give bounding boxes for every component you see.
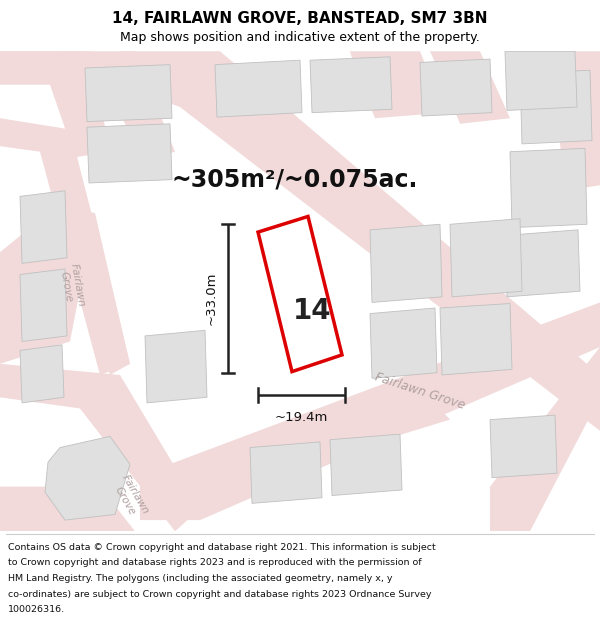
- Polygon shape: [20, 191, 67, 263]
- Polygon shape: [40, 208, 130, 375]
- Text: ~305m²/~0.075ac.: ~305m²/~0.075ac.: [172, 168, 418, 192]
- Polygon shape: [510, 148, 587, 228]
- Polygon shape: [215, 60, 302, 117]
- Polygon shape: [490, 347, 600, 531]
- Polygon shape: [505, 51, 577, 111]
- Polygon shape: [540, 51, 600, 191]
- Polygon shape: [145, 331, 207, 403]
- Polygon shape: [120, 51, 600, 431]
- Text: co-ordinates) are subject to Crown copyright and database rights 2023 Ordnance S: co-ordinates) are subject to Crown copyr…: [8, 590, 431, 599]
- Polygon shape: [310, 57, 392, 112]
- Polygon shape: [45, 436, 130, 520]
- Polygon shape: [20, 269, 67, 341]
- Polygon shape: [140, 302, 600, 520]
- Polygon shape: [20, 345, 64, 403]
- Text: 100026316.: 100026316.: [8, 606, 65, 614]
- Polygon shape: [250, 442, 322, 503]
- Polygon shape: [430, 51, 510, 124]
- Polygon shape: [520, 70, 592, 144]
- Text: ~33.0m: ~33.0m: [205, 272, 218, 325]
- Text: HM Land Registry. The polygons (including the associated geometry, namely x, y: HM Land Registry. The polygons (includin…: [8, 574, 392, 583]
- Polygon shape: [0, 487, 135, 531]
- Polygon shape: [330, 434, 402, 496]
- Polygon shape: [258, 216, 342, 372]
- Polygon shape: [370, 308, 437, 378]
- Polygon shape: [170, 398, 450, 498]
- Polygon shape: [0, 51, 110, 158]
- Text: Contains OS data © Crown copyright and database right 2021. This information is : Contains OS data © Crown copyright and d…: [8, 542, 436, 551]
- Polygon shape: [0, 118, 130, 375]
- Text: Fairlawn
Grove: Fairlawn Grove: [58, 262, 86, 309]
- Polygon shape: [505, 230, 580, 297]
- Polygon shape: [0, 364, 200, 531]
- Text: Fairlawn Grove: Fairlawn Grove: [373, 371, 467, 413]
- Polygon shape: [490, 415, 557, 478]
- Text: 14, FAIRLAWN GROVE, BANSTEAD, SM7 3BN: 14, FAIRLAWN GROVE, BANSTEAD, SM7 3BN: [112, 11, 488, 26]
- Polygon shape: [350, 51, 445, 118]
- Polygon shape: [87, 124, 172, 183]
- Polygon shape: [85, 64, 172, 122]
- Polygon shape: [0, 51, 110, 158]
- Polygon shape: [450, 219, 522, 297]
- Text: Fairlawn
Grove: Fairlawn Grove: [110, 473, 151, 522]
- Polygon shape: [60, 51, 175, 161]
- Text: Map shows position and indicative extent of the property.: Map shows position and indicative extent…: [120, 31, 480, 44]
- Polygon shape: [440, 304, 512, 375]
- Polygon shape: [0, 208, 95, 364]
- Text: to Crown copyright and database rights 2023 and is reproduced with the permissio: to Crown copyright and database rights 2…: [8, 558, 421, 568]
- Polygon shape: [370, 224, 442, 302]
- Polygon shape: [420, 59, 492, 116]
- Text: 14: 14: [293, 296, 331, 324]
- Text: ~19.4m: ~19.4m: [275, 411, 328, 424]
